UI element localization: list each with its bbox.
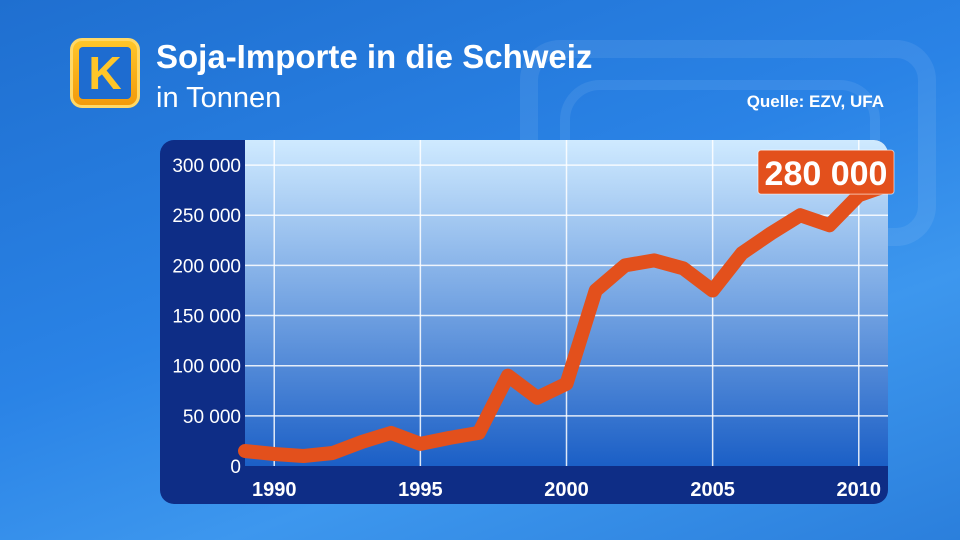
y-axis: 0 50 000 100 000 150 000 200 000 250 000 300 0… <box>172 156 241 478</box>
y-tick-label: 250 000 <box>172 206 241 227</box>
y-tick-label: 150 000 <box>172 307 241 328</box>
channel-logo: K <box>70 38 140 108</box>
y-tick-label: 0 <box>230 457 241 478</box>
y-tick-label: 100 000 <box>172 357 241 378</box>
value-callout: 280 000 <box>757 149 895 195</box>
x-tick-label: 2010 <box>837 479 882 501</box>
x-tick-label: 1995 <box>398 479 443 501</box>
y-tick-label: 50 000 <box>183 407 241 428</box>
chart-title: Soja-Importe in die Schweiz <box>156 38 593 75</box>
x-tick-label: 1990 <box>252 479 297 501</box>
x-axis: 1990 1995 2000 2005 2010 <box>252 479 881 501</box>
source-label: Quelle: EZV, UFA <box>746 92 884 111</box>
chart-subtitle: in Tonnen <box>156 82 282 114</box>
callout-box <box>757 149 895 195</box>
callout-label: 280 000 <box>765 155 888 193</box>
x-tick-label: 2005 <box>690 479 735 501</box>
y-tick-label: 300 000 <box>172 156 241 177</box>
y-tick-label: 200 000 <box>172 256 241 277</box>
logo-letter: K <box>79 47 131 99</box>
series-line <box>238 178 888 463</box>
x-tick-label: 2000 <box>544 479 589 501</box>
